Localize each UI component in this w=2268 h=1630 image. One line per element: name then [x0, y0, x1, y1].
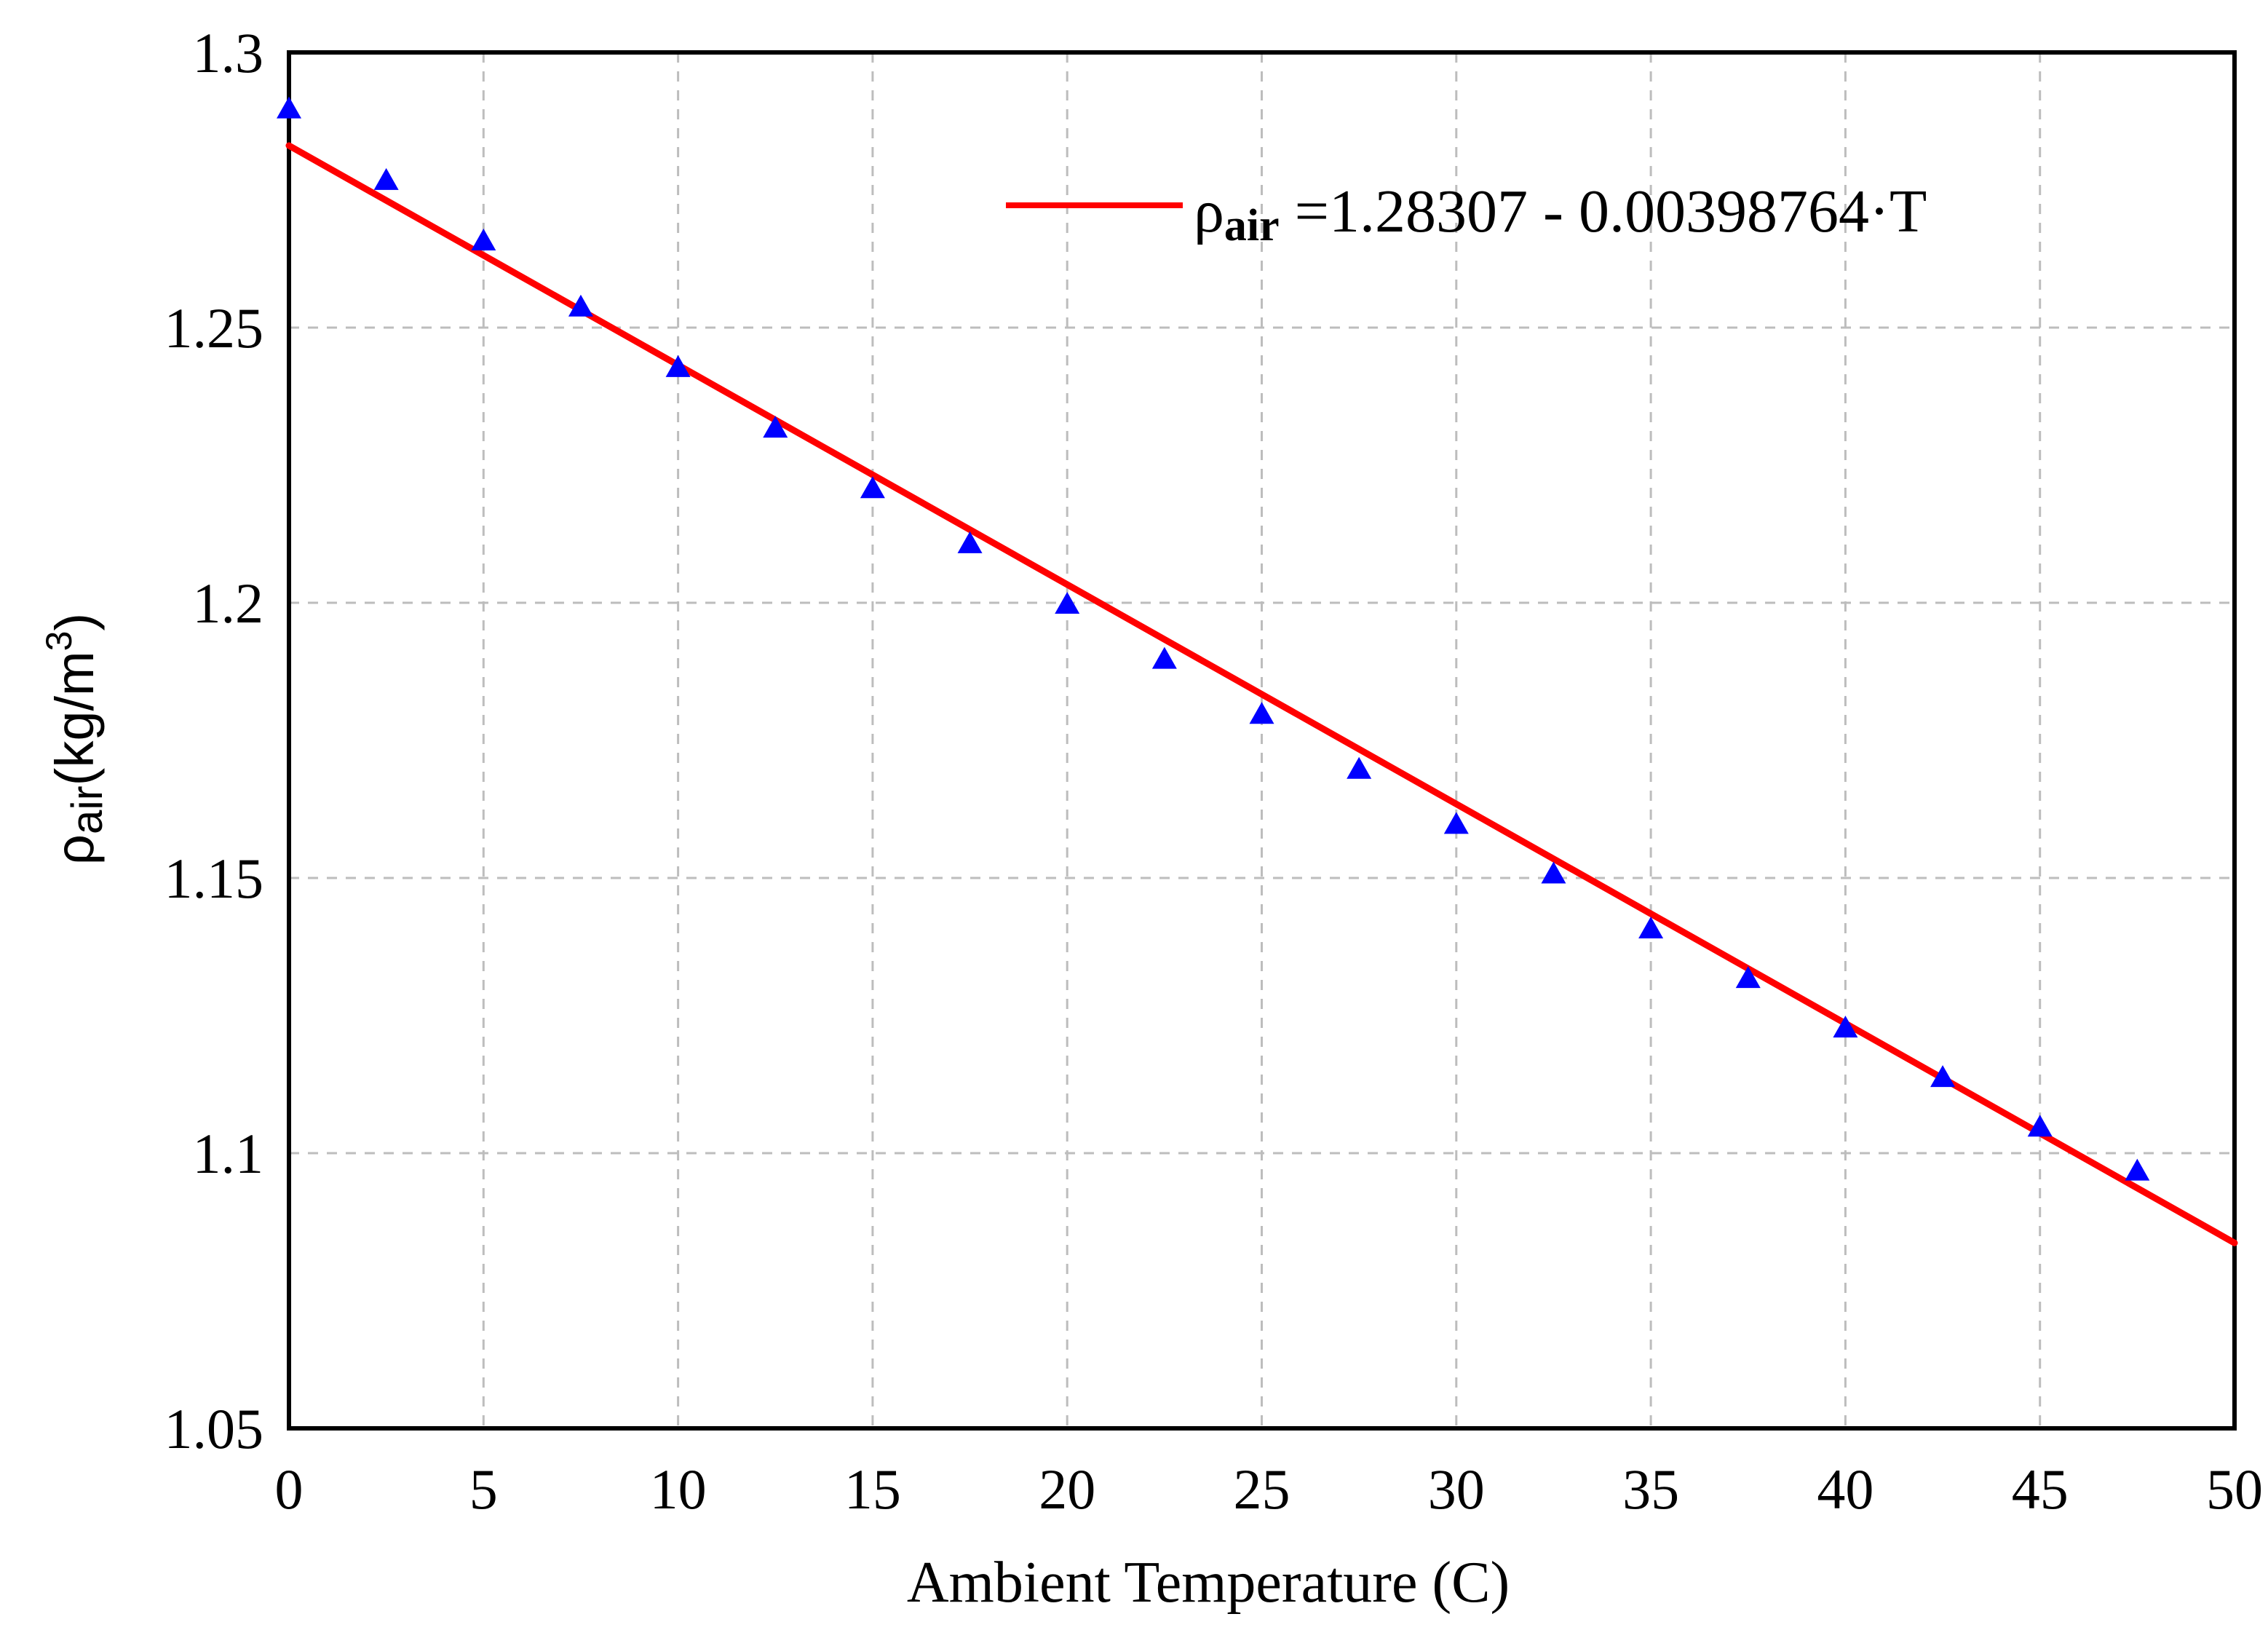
grid-layer [289, 52, 2235, 1428]
x-tick-labels: 0 5 10 15 20 25 30 35 40 45 50 [275, 1457, 2264, 1521]
x-tick-label: 45 [2012, 1457, 2069, 1521]
data-point [568, 294, 593, 317]
data-point [1541, 861, 1566, 884]
data-point [763, 416, 788, 438]
y-tick-label: 1.1 [193, 1122, 264, 1185]
data-point [860, 476, 885, 499]
x-axis-title: Ambient Temperature (C) [907, 1551, 1510, 1615]
points-layer [277, 96, 2150, 1181]
x-tick-label: 30 [1428, 1457, 1485, 1521]
y-axis-title-close: ) [44, 613, 105, 631]
y-axis-title-sub: air [63, 786, 111, 834]
x-tick-label: 50 [2206, 1457, 2263, 1521]
x-tick-label: 40 [1817, 1457, 1874, 1521]
data-point [1249, 702, 1274, 724]
data-point [471, 229, 496, 251]
data-point [2027, 1115, 2053, 1137]
legend-label: ρair =1.28307 - 0.00398764·T [1194, 178, 1927, 250]
x-tick-label: 35 [1622, 1457, 1679, 1521]
data-point [373, 167, 399, 190]
fit-layer [285, 142, 2238, 1246]
plot-frame [287, 50, 2237, 1431]
y-tick-label: 1.2 [193, 571, 264, 635]
x-tick-label: 15 [844, 1457, 901, 1521]
legend-label-sub: air [1224, 201, 1280, 250]
data-point [1735, 966, 1761, 989]
y-tick-label: 1.05 [164, 1397, 264, 1460]
data-point [1930, 1065, 1956, 1088]
data-point [1638, 917, 1664, 939]
x-tick-label: 20 [1039, 1457, 1095, 1521]
data-point [1055, 592, 1080, 614]
y-axis-title-symbol: ρ [44, 834, 105, 865]
y-axis-title-sup: 3 [39, 631, 79, 652]
legend-label-rest: =1.28307 - 0.00398764·T [1280, 178, 1927, 245]
fit-line [285, 142, 2238, 1246]
data-point [277, 96, 301, 119]
x-tick-label: 0 [275, 1457, 304, 1521]
y-tick-label: 1.25 [164, 296, 264, 360]
data-point [957, 531, 983, 553]
data-point [1443, 812, 1469, 834]
data-point [1347, 756, 1372, 779]
y-tick-labels: 1.05 1.1 1.15 1.2 1.25 1.3 [164, 21, 264, 1460]
data-point [665, 355, 691, 377]
data-point [1833, 1016, 1858, 1038]
data-point [1151, 646, 1177, 669]
y-tick-label: 1.3 [193, 21, 264, 84]
x-tick-label: 25 [1234, 1457, 1290, 1521]
y-tick-label: 1.15 [164, 847, 264, 910]
y-axis-title-unit: (kg/m [44, 651, 105, 786]
legend-label-symbol: ρ [1194, 178, 1224, 245]
x-tick-label: 5 [469, 1457, 498, 1521]
data-point [2125, 1158, 2150, 1181]
y-axis-title: ρair(kg/m3) [39, 613, 111, 865]
legend: ρair =1.28307 - 0.00398764·T [1006, 178, 1927, 250]
x-tick-label: 10 [650, 1457, 707, 1521]
